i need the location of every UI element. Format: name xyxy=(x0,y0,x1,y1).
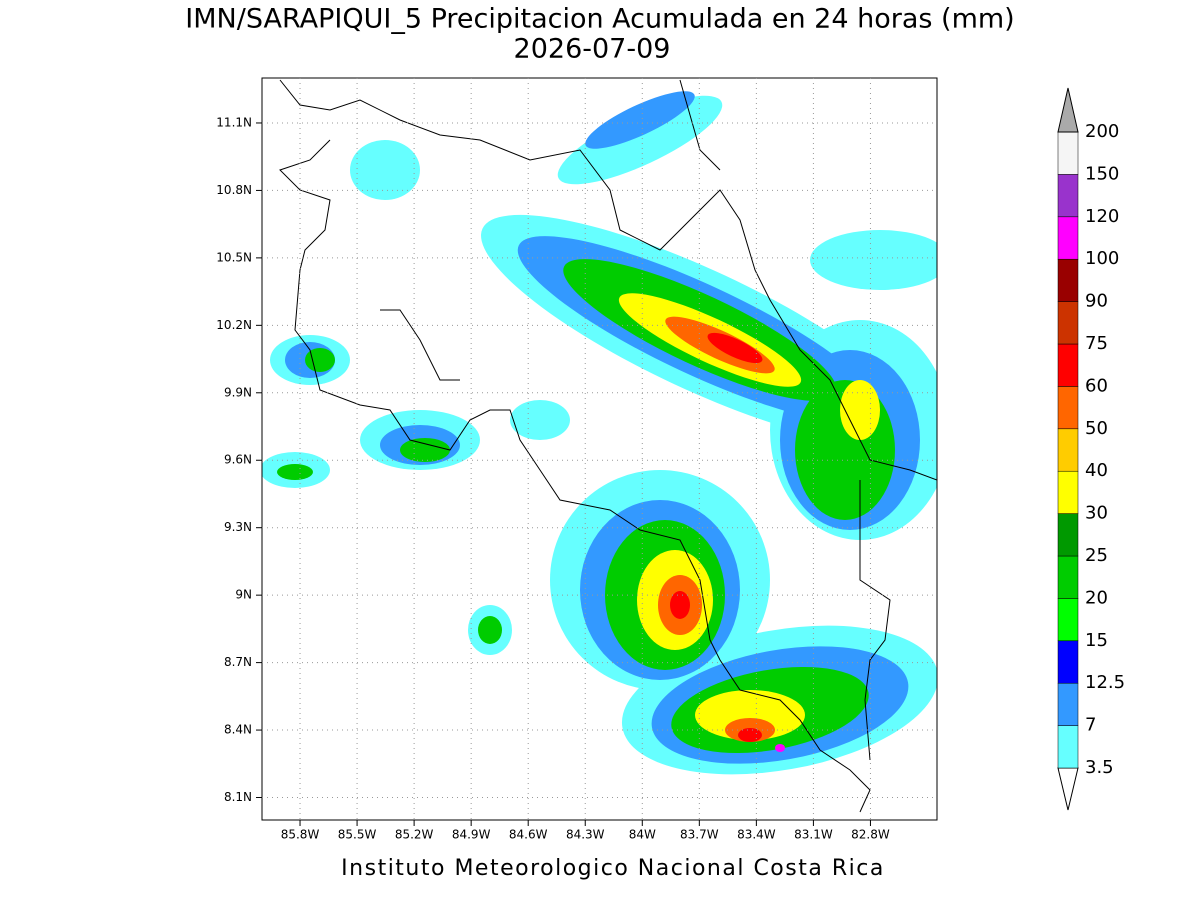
lon-tick-label: 85.8W xyxy=(281,828,320,842)
lon-tick-label: 84W xyxy=(629,828,656,842)
lon-tick-label: 83.4W xyxy=(737,828,776,842)
lon-tick-label: 83.1W xyxy=(794,828,833,842)
legend-label: 50 xyxy=(1085,418,1108,439)
legend-swatch xyxy=(1057,470,1079,514)
lon-tick-label: 85.2W xyxy=(395,828,434,842)
legend-label: 3.5 xyxy=(1085,757,1114,778)
legend-swatch xyxy=(1057,598,1079,642)
lon-tick-label: 85.5W xyxy=(338,828,377,842)
legend-label: 120 xyxy=(1085,206,1119,227)
legend-swatch xyxy=(1057,343,1079,387)
footer: Instituto Meteorologico Nacional Costa R… xyxy=(341,856,885,881)
lat-tick-label: 8.1N xyxy=(224,790,252,804)
legend-swatch xyxy=(1057,640,1079,684)
legend-arrow-low xyxy=(1057,767,1079,811)
lat-tick-label: 10.2N xyxy=(216,318,252,332)
legend-label: 20 xyxy=(1085,587,1108,608)
legend-swatch xyxy=(1057,258,1079,302)
lon-tick-label: 82.8W xyxy=(851,828,890,842)
legend-label: 15 xyxy=(1085,630,1108,651)
title: IMN/SARAPIQUI_5 Precipitacion Acumulada … xyxy=(185,4,1014,35)
lat-tick-label: 9.6N xyxy=(224,453,252,467)
lat-tick-label: 9N xyxy=(235,588,252,602)
lat-tick-label: 11.1N xyxy=(216,115,252,129)
legend-swatch xyxy=(1057,555,1079,599)
legend-label: 7 xyxy=(1085,715,1096,736)
legend-swatch xyxy=(1057,682,1079,726)
legend-label: 75 xyxy=(1085,333,1108,354)
lon-tick-label: 83.7W xyxy=(680,828,719,842)
legend-swatch xyxy=(1057,428,1079,472)
legend-swatch xyxy=(1057,216,1079,260)
legend-label: 150 xyxy=(1085,163,1119,184)
legend-label: 100 xyxy=(1085,248,1119,269)
legend-label: 25 xyxy=(1085,545,1108,566)
lat-tick-label: 10.8N xyxy=(216,183,252,197)
legend-swatch xyxy=(1057,174,1079,218)
legend-swatch xyxy=(1057,725,1079,769)
lat-tick-label: 8.7N xyxy=(224,655,252,669)
legend-swatch xyxy=(1057,131,1079,175)
lat-tick-label: 10.5N xyxy=(216,250,252,264)
legend-label: 90 xyxy=(1085,291,1108,312)
legend-arrow-high xyxy=(1057,87,1079,133)
legend-swatch xyxy=(1057,513,1079,557)
legend-label: 30 xyxy=(1085,503,1108,524)
lat-tick-label: 9.9N xyxy=(224,385,252,399)
precip-field xyxy=(262,91,937,775)
lat-tick-label: 8.4N xyxy=(224,723,252,737)
subtitle: 2026-07-09 xyxy=(514,34,671,65)
lon-tick-label: 84.9W xyxy=(452,828,491,842)
map-frame xyxy=(261,77,938,821)
legend-swatch xyxy=(1057,386,1079,430)
legend-label: 60 xyxy=(1085,375,1108,396)
lon-tick-label: 84.3W xyxy=(566,828,605,842)
legend-label: 12.5 xyxy=(1085,672,1125,693)
lon-tick-label: 84.6W xyxy=(509,828,548,842)
legend-label: 200 xyxy=(1085,121,1119,142)
coastline xyxy=(279,79,937,813)
lat-tick-label: 9.3N xyxy=(224,520,252,534)
legend-label: 40 xyxy=(1085,460,1108,481)
legend-swatch xyxy=(1057,301,1079,345)
